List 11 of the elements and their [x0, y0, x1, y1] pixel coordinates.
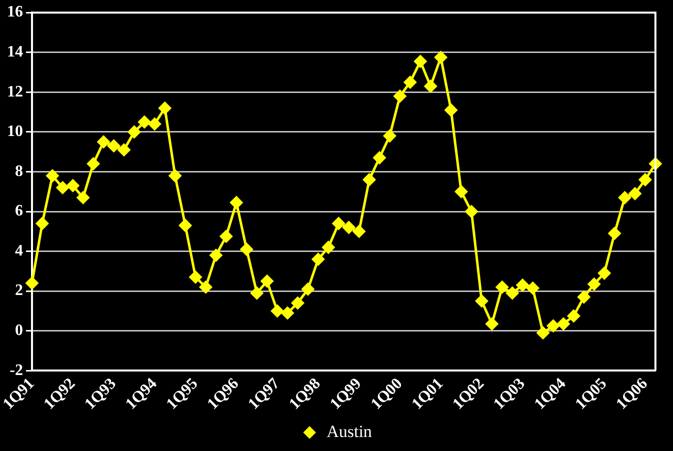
y-tick-label: 2: [15, 282, 23, 300]
y-tick-label: 6: [15, 202, 23, 220]
y-tick-label: 14: [7, 44, 23, 61]
y-tick-label: 4: [15, 242, 23, 260]
y-tick-label: 0: [15, 322, 23, 340]
y-tick-label: 10: [7, 123, 23, 140]
y-tick-label: 12: [7, 83, 23, 100]
legend-label: Austin: [326, 422, 372, 441]
y-tick-label: 8: [15, 162, 23, 180]
y-tick-label: 16: [7, 4, 23, 21]
y-tick-label: -2: [10, 362, 23, 379]
